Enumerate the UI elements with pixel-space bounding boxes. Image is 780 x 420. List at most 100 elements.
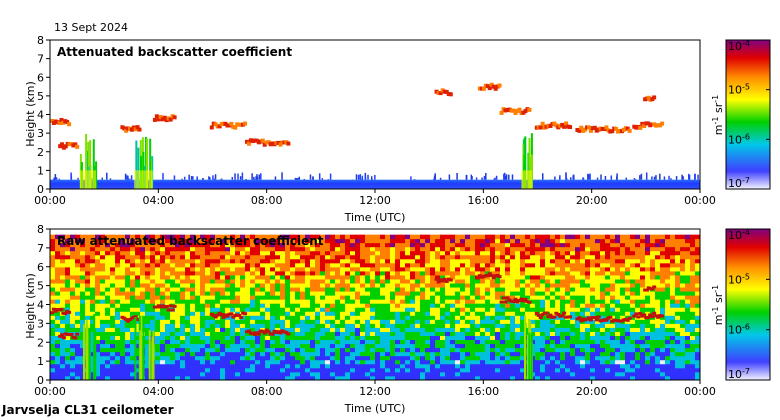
raw-cell xyxy=(365,331,371,336)
raw-cell xyxy=(175,307,181,312)
raw-cell xyxy=(120,363,126,369)
raw-cell xyxy=(590,319,596,324)
raw-cell xyxy=(295,331,301,336)
raw-cell xyxy=(375,335,381,341)
raw-cell xyxy=(630,299,636,304)
raw-cell xyxy=(655,351,661,357)
raw-cell xyxy=(505,258,511,264)
raw-cell xyxy=(580,367,586,373)
raw-cell xyxy=(350,262,356,268)
raw-cell xyxy=(360,359,366,365)
raw-cell xyxy=(180,339,186,345)
raw-cell xyxy=(225,258,231,264)
precip-streak xyxy=(89,140,92,189)
raw-cell xyxy=(360,339,366,345)
raw-cell xyxy=(60,242,66,248)
raw-cell xyxy=(275,246,281,252)
raw-cell xyxy=(120,250,126,256)
raw-cell xyxy=(395,291,401,296)
raw-cell xyxy=(470,250,476,256)
raw-cell xyxy=(180,238,186,244)
raw-cell xyxy=(540,343,546,349)
raw-cell xyxy=(65,266,71,272)
bl-spike xyxy=(655,175,657,180)
raw-cell xyxy=(340,343,346,349)
raw-cell xyxy=(535,363,541,369)
raw-cell xyxy=(670,299,676,304)
raw-cell xyxy=(445,355,451,361)
raw-cell xyxy=(215,323,221,328)
raw-cell xyxy=(75,283,81,288)
raw-cell xyxy=(135,250,141,256)
raw-cell xyxy=(70,307,76,312)
raw-cell xyxy=(60,327,66,332)
raw-cell xyxy=(175,250,181,256)
raw-cell xyxy=(575,307,581,312)
raw-cell xyxy=(640,331,646,336)
raw-cell xyxy=(170,262,176,268)
raw-cell xyxy=(515,238,521,244)
raw-cell xyxy=(175,327,181,332)
bl-spike xyxy=(126,175,128,180)
raw-cell xyxy=(180,343,186,349)
raw-cell xyxy=(245,359,251,365)
raw-cell xyxy=(185,311,191,316)
raw-cell xyxy=(525,319,531,324)
raw-cell xyxy=(225,375,231,381)
raw-cell xyxy=(305,279,311,284)
raw-cell xyxy=(510,367,516,373)
raw-cell xyxy=(85,295,91,300)
raw-cell xyxy=(140,234,146,240)
raw-cell xyxy=(345,295,351,300)
raw-cell xyxy=(220,254,226,260)
raw-cell xyxy=(55,275,61,280)
raw-cell xyxy=(630,238,636,244)
raw-cell xyxy=(500,355,506,361)
precip-streak xyxy=(92,139,95,189)
raw-cell xyxy=(185,279,191,284)
raw-cell xyxy=(455,303,461,308)
raw-cell xyxy=(305,315,311,320)
raw-cell xyxy=(345,242,351,248)
raw-cell xyxy=(65,250,71,256)
raw-cell xyxy=(310,327,316,332)
raw-cell xyxy=(520,295,526,300)
raw-cell xyxy=(600,339,606,345)
raw-cell xyxy=(275,270,281,276)
raw-cell xyxy=(270,359,276,365)
raw-cell xyxy=(445,295,451,300)
raw-cell xyxy=(530,258,536,264)
raw-cell xyxy=(170,238,176,244)
raw-cell xyxy=(535,315,541,320)
raw-cell xyxy=(650,291,656,296)
raw-cell xyxy=(545,299,551,304)
bl-spike xyxy=(663,176,666,180)
raw-cell xyxy=(450,363,456,369)
raw-cell xyxy=(100,319,106,324)
raw-cell xyxy=(205,250,211,256)
bl-spike xyxy=(604,176,607,180)
raw-cell xyxy=(530,283,536,288)
raw-cell xyxy=(435,351,441,357)
raw-cell xyxy=(600,327,606,332)
raw-cell xyxy=(100,327,106,332)
raw-cell xyxy=(635,246,641,252)
raw-cell xyxy=(475,315,481,320)
raw-cell xyxy=(650,335,656,341)
raw-cell xyxy=(535,351,541,357)
raw-cell xyxy=(265,367,271,373)
raw-cell xyxy=(100,375,106,381)
raw-cell xyxy=(560,246,566,252)
raw-cell xyxy=(455,347,461,353)
raw-cell xyxy=(425,258,431,264)
raw-cell xyxy=(255,238,261,244)
raw-cell xyxy=(220,335,226,341)
raw-cell xyxy=(555,335,561,341)
raw-cell xyxy=(95,371,101,377)
raw-cell xyxy=(495,351,501,357)
raw-cell xyxy=(265,258,271,264)
raw-cell xyxy=(250,287,256,292)
raw-cell xyxy=(235,355,241,361)
raw-cell xyxy=(660,343,666,349)
raw-cell xyxy=(75,262,81,268)
